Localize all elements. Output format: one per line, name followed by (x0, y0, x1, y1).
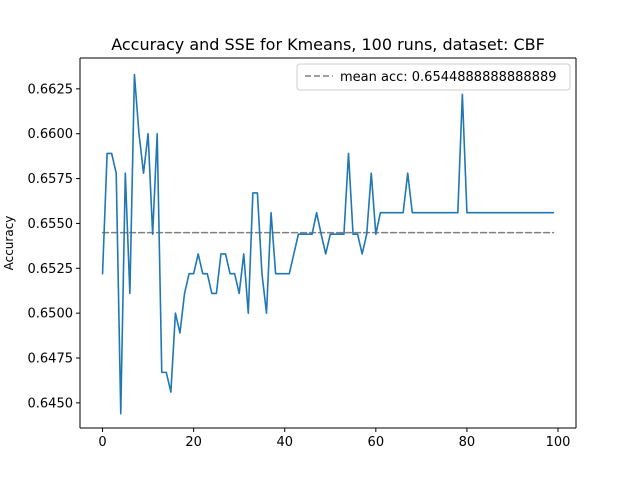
plot-lines (101, 73, 555, 415)
y-axis-ticks: 0.6450 0.6475 0.6500 0.6525 0.6550 0.6575 0.66… (28, 82, 80, 411)
accuracy-line (101, 73, 555, 415)
y-tick-label: 0.6550 (28, 217, 74, 232)
y-tick-label: 0.6575 (28, 172, 74, 187)
legend: mean acc: 0.6544888888888889 (296, 63, 571, 91)
x-tick-label: 80 (459, 435, 476, 450)
x-axis-ticks: 0 20 40 60 80 100 (98, 428, 570, 450)
x-tick-label: 0 (98, 435, 106, 450)
y-tick-label: 0.6475 (28, 352, 74, 367)
legend-mean-label: mean acc: 0.6544888888888889 (340, 70, 557, 85)
x-tick-label: 20 (185, 435, 202, 450)
legend-box (296, 63, 571, 91)
y-tick-label: 0.6525 (28, 262, 74, 277)
axes-frame (79, 57, 577, 429)
y-tick-label: 0.6600 (28, 127, 74, 142)
y-tick-label: 0.6500 (28, 307, 74, 322)
y-tick-label: 0.6450 (28, 396, 74, 411)
chart-title: Accuracy and SSE for Kmeans, 100 runs, d… (111, 35, 545, 54)
x-tick-label: 60 (368, 435, 385, 450)
x-tick-label: 40 (276, 435, 293, 450)
x-tick-label: 100 (546, 435, 571, 450)
y-axis-label: Accuracy (2, 216, 16, 271)
y-tick-label: 0.6625 (28, 82, 74, 97)
